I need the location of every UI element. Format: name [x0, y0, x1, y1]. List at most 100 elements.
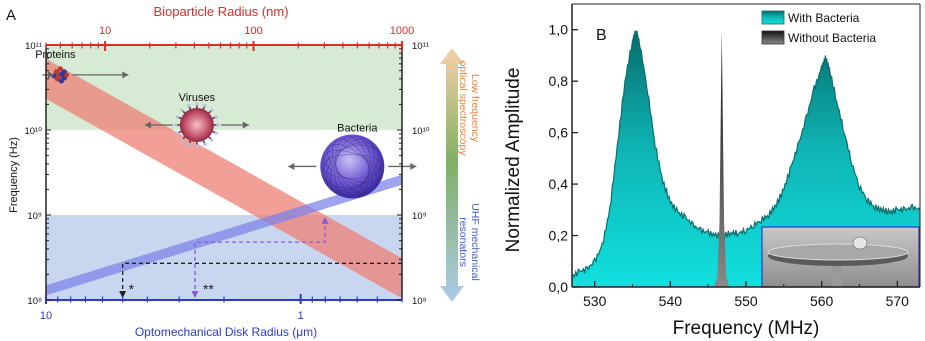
- bacteria-texture: [332, 139, 373, 194]
- panel-b-ticks: 530 540 550 560 570 0,0 0,2 0,4 0,6 0,8 1,0: [549, 22, 910, 309]
- b-y-tick-label: 0,4: [549, 176, 569, 192]
- range-arrow-head: [48, 71, 54, 79]
- right-tick-label: 10⁸: [412, 296, 427, 307]
- bottom-axis-label: Optomechanical Disk Radius (μm): [135, 325, 317, 339]
- b-x-tick-label: 560: [810, 293, 834, 309]
- panel-b: 530 540 550 560 570 0,0 0,2 0,4 0,6 0,8 1,0 B Freq…: [503, 3, 921, 339]
- bacteria-texture: [330, 138, 375, 195]
- label-bacteria: Bacteria: [337, 122, 378, 134]
- left-axis-label: Frequency (Hz): [8, 137, 20, 213]
- panel-a-ticks: 10 100 1000 10 1 10⁸ 10⁹ 10¹⁰ 10¹¹ 10¹¹ 10¹⁰ 10⁹ 10⁸: [24, 25, 429, 322]
- protein-illustration: [51, 66, 69, 84]
- left-tick-label: 10¹⁰: [24, 126, 42, 137]
- legend: With Bacteria Without Bacteria: [761, 10, 876, 45]
- protein-atom: [59, 71, 65, 77]
- bacteria-texture: [323, 144, 382, 189]
- left-tick-label: 10⁹: [27, 211, 42, 222]
- virus-spike-tip: [214, 115, 218, 119]
- bottom-tick-label: 1: [298, 310, 304, 322]
- bacteria-illustration: [320, 134, 385, 199]
- bottom-tick-label: 10: [40, 310, 52, 322]
- series-with-bacteria-line: [571, 30, 921, 279]
- legend-label-with-bacteria: With Bacteria: [788, 11, 860, 25]
- bacteria-texture: [323, 150, 382, 183]
- virus-spike-tip: [210, 108, 214, 112]
- label-viruses: Viruses: [179, 92, 216, 104]
- b-y-tick-label: 1,0: [549, 22, 569, 38]
- protein-atom: [58, 78, 64, 84]
- band-optomechanical-disk: [46, 174, 402, 296]
- protein-atom: [55, 74, 61, 80]
- legend-swatch-without-bacteria: [761, 30, 785, 45]
- annotation-marker-single-star: *: [129, 281, 135, 297]
- bacteria-texture: [326, 142, 379, 191]
- annotation-marker-double-star: **: [203, 281, 214, 297]
- virus-illustration: [174, 102, 220, 148]
- virus-body: [179, 108, 214, 142]
- dashed-arrowhead-up: [321, 216, 329, 224]
- range-arrow-head: [122, 71, 129, 79]
- virus-spike-tip: [214, 131, 218, 135]
- b-y-tick-label: 0,6: [549, 125, 569, 141]
- dashed-path-single-star: [122, 262, 402, 296]
- virus-spike-tip: [203, 142, 207, 147]
- virus-spike-tip: [175, 131, 180, 135]
- range-arrow-head: [288, 162, 295, 170]
- series-with-bacteria-area: [572, 30, 920, 287]
- virus-spike-tip: [195, 102, 199, 106]
- range-arrow-head: [144, 121, 151, 129]
- b-y-tick-label: 0,8: [549, 73, 569, 89]
- virus-spike-tip: [216, 123, 220, 127]
- right-tick-label: 10¹¹: [412, 41, 429, 52]
- virus-spike-tip: [180, 138, 184, 142]
- dashed-arrowhead-single-star: [119, 291, 127, 298]
- bacteria-texture: [335, 136, 370, 197]
- virus-spike-tip: [210, 138, 214, 142]
- protein-atom: [63, 72, 69, 78]
- bacteria-texture: [334, 136, 371, 197]
- virus-spike-tip: [187, 103, 191, 108]
- dashed-annotations: [119, 216, 402, 298]
- panel-label-b: B: [596, 27, 607, 44]
- left-tick-label: 10⁸: [27, 296, 42, 307]
- b-y-axis-label: Normalized Amplitude: [503, 68, 524, 253]
- range-arrow-head: [242, 121, 249, 129]
- b-y-tick-label: 0,0: [549, 279, 569, 295]
- inset-sem-image: [761, 226, 920, 288]
- virus-spike-tip: [180, 108, 184, 112]
- left-tick-label: 10¹¹: [25, 41, 42, 52]
- panel-label-a: A: [6, 7, 16, 24]
- range-arrow-head: [410, 162, 417, 170]
- side-label-optical-spectroscopy: Low frequencyoptical spectroscopy: [457, 60, 481, 156]
- bacteria-texture: [327, 144, 378, 189]
- right-tick-label: 10¹⁰: [412, 126, 430, 137]
- bacteria-texture: [322, 154, 383, 179]
- panel-a: Proteins Viruses Bacteria * ** 10 100 1000…: [6, 4, 481, 339]
- b-x-tick-label: 530: [583, 293, 607, 309]
- virus-spike-tip: [195, 144, 199, 148]
- protein-atom: [53, 69, 59, 75]
- b-x-tick-label: 550: [734, 293, 758, 309]
- top-axis-label: Bioparticle Radius (nm): [153, 4, 288, 19]
- virus-spike-tip: [174, 123, 178, 127]
- b-x-tick-label: 570: [886, 293, 910, 309]
- legend-swatch-with-bacteria: [761, 10, 785, 25]
- virus-spike-tip: [203, 103, 207, 108]
- legend-label-without-bacteria: Without Bacteria: [788, 31, 876, 45]
- top-tick-label: 100: [244, 25, 262, 37]
- top-tick-label: 10: [99, 25, 111, 37]
- series-without-bacteria-area: [714, 29, 730, 287]
- b-y-tick-label: 0,2: [549, 228, 569, 244]
- particle-range-arrows: [42, 71, 417, 170]
- virus-spike-tip: [175, 115, 180, 119]
- top-tick-label: 1000: [390, 25, 414, 37]
- b-x-axis-label: Frequency (MHz): [673, 318, 820, 339]
- band-bioparticle: [46, 58, 402, 299]
- right-tick-label: 10⁹: [412, 211, 427, 222]
- frequency-range-arrow: [440, 48, 464, 302]
- side-label-uhf-resonators: UHF mechanicalresonators: [457, 203, 481, 281]
- protein-atom: [57, 66, 63, 72]
- dashed-arrowhead-double-star: [191, 291, 199, 298]
